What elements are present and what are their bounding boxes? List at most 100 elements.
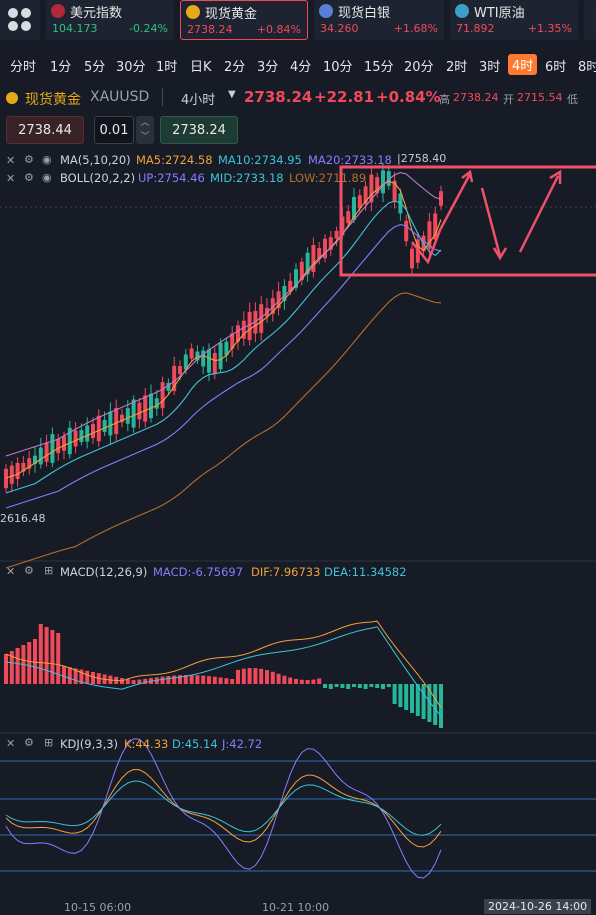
candle-body — [166, 382, 171, 391]
candle-body — [299, 261, 304, 281]
period-7[interactable]: 3分 — [257, 60, 279, 75]
candle-body — [183, 354, 188, 370]
period-12[interactable]: 2时 — [446, 60, 468, 75]
expand-icon[interactable]: ⊞ — [44, 564, 54, 577]
candle-body — [120, 414, 124, 423]
period-8[interactable]: 4分 — [290, 60, 312, 75]
period-4[interactable]: 1时 — [156, 60, 178, 75]
macd-bar — [236, 669, 240, 684]
period-6[interactable]: 2分 — [224, 60, 246, 75]
macd-bar — [363, 684, 368, 689]
period-14[interactable]: 4时 — [508, 54, 538, 75]
period-5[interactable]: 日K — [190, 60, 212, 75]
kline-chart[interactable] — [0, 148, 596, 915]
chevron-down-icon[interactable]: ▼ — [228, 89, 236, 100]
kdj-k-line — [5, 769, 442, 848]
macd-bar — [305, 679, 310, 684]
macd-bar — [56, 633, 61, 684]
kdj-legend: ✕ ⚙ ⊞ KDJ(9,3,3) K:44.33 D:45.14 J:42.72 — [0, 736, 596, 754]
candle-body — [236, 325, 240, 342]
period-10[interactable]: 15分 — [364, 60, 394, 75]
kdj-j-line — [5, 738, 442, 879]
max-price-label: |2758.40 — [397, 152, 447, 165]
high-label: 高 — [439, 93, 450, 106]
period-11[interactable]: 20分 — [404, 60, 434, 75]
period-2[interactable]: 5分 — [84, 60, 106, 75]
expand-icon[interactable]: ⊞ — [44, 736, 54, 749]
trade-bar: 2738.44 0.01 ︿ ﹀ 2738.24 — [0, 116, 596, 148]
macd-bar — [253, 668, 258, 684]
period-15[interactable]: 6时 — [545, 60, 567, 75]
candle-body — [328, 237, 333, 250]
macd-bar — [294, 678, 298, 684]
symbol-name[interactable]: 现货黄金 — [25, 92, 81, 108]
period-1[interactable]: 1分 — [50, 60, 72, 75]
close-icon[interactable]: ✕ — [6, 172, 16, 185]
sell-price-button[interactable]: 2738.44 — [6, 116, 84, 144]
eye-icon[interactable]: ◉ — [42, 171, 52, 184]
d-value: D:45.14 — [172, 737, 218, 751]
macd-bar — [137, 679, 142, 684]
ticker-gold[interactable]: 现货黄金 2738.24 +0.84% — [180, 0, 308, 40]
app-menu-button[interactable] — [0, 0, 40, 40]
ma10-value: MA10:2734.95 — [218, 153, 302, 167]
candle-body — [149, 393, 153, 419]
indicator-legend: ✕ ⚙ ◉ MA(5,10,20) MA5:2724.58 MA10:2734.… — [0, 152, 596, 188]
period-3[interactable]: 30分 — [116, 60, 146, 75]
ticker-usd-index[interactable]: 美元指数 104.173 -0.24% — [46, 0, 174, 40]
ticker-bar: 美元指数 104.173 -0.24% 现货黄金 2738.24 +0.84% … — [0, 0, 596, 44]
macd-bar — [241, 668, 246, 684]
candle-body — [15, 462, 20, 480]
macd-label: MACD(12,26,9) — [60, 565, 148, 579]
candle-body — [375, 177, 380, 194]
close-icon[interactable]: ✕ — [6, 565, 16, 578]
candle-body — [346, 211, 351, 224]
ma5-line — [5, 180, 442, 479]
low-label: 低 — [567, 93, 578, 106]
lot-input[interactable]: 0.01 — [94, 116, 134, 144]
lot-stepper[interactable]: ︿ ﹀ — [136, 116, 154, 144]
macd-bar — [212, 676, 217, 684]
candle-body — [178, 366, 182, 375]
macd-bar — [172, 675, 177, 684]
annotation-arrow-down — [480, 187, 502, 257]
candle-body — [38, 447, 43, 465]
eye-icon[interactable]: ◉ — [42, 153, 52, 166]
gear-icon[interactable]: ⚙ — [24, 153, 34, 166]
divider — [162, 88, 163, 106]
period-0[interactable]: 分时 — [10, 60, 37, 75]
macd-bar — [9, 651, 14, 684]
candle-body — [143, 395, 148, 422]
candle-body — [207, 349, 211, 373]
kdj-d-line — [5, 780, 442, 836]
annotation-arrow-up — [411, 173, 472, 265]
buy-price-button[interactable]: 2738.24 — [160, 116, 238, 144]
macd-bar — [404, 684, 409, 710]
macd-value: MACD:-6.75697 — [153, 565, 244, 579]
ticker-silver[interactable]: 现货白银 34.260 +1.68% — [314, 0, 444, 40]
ticker-wti[interactable]: WTI原油 71.892 +1.35% — [450, 0, 578, 40]
candle-body — [294, 269, 298, 288]
close-icon[interactable]: ✕ — [6, 154, 16, 167]
candle-body — [62, 436, 66, 451]
period-13[interactable]: 3时 — [479, 60, 501, 75]
candle-body — [67, 427, 72, 455]
gear-icon[interactable]: ⚙ — [24, 736, 34, 749]
interval-selector[interactable]: 4小时 — [181, 93, 216, 108]
macd-bar — [247, 668, 252, 684]
candle-body — [386, 171, 391, 186]
macd-bar — [352, 684, 356, 687]
gear-icon[interactable]: ⚙ — [24, 564, 34, 577]
macd-bar — [323, 684, 327, 688]
close-icon[interactable]: ✕ — [6, 737, 16, 750]
macd-bar — [125, 679, 130, 684]
candle-body — [363, 186, 368, 205]
macd-bar — [50, 630, 55, 684]
period-9[interactable]: 10分 — [323, 60, 353, 75]
period-bar: 分时 1分 5分 30分 1时 日K 2分 3分 4分 10分 15分 20分 2时 3时 4时 6时 8时 — [0, 52, 596, 80]
ticker-more[interactable] — [584, 0, 596, 40]
grid-menu-icon — [8, 8, 31, 31]
period-16[interactable]: 8时 — [578, 60, 596, 75]
gear-icon[interactable]: ⚙ — [24, 171, 34, 184]
candle-body — [352, 196, 356, 221]
